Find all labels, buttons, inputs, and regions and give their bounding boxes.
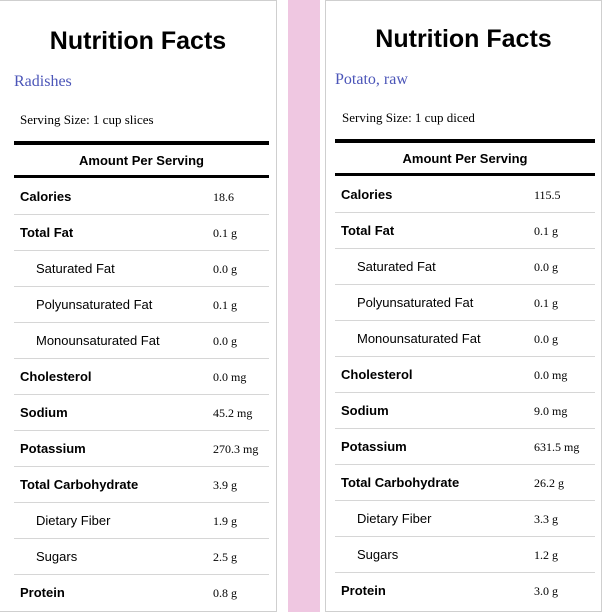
nutrient-value: 0.1 g [213, 226, 237, 240]
nutrient-value: 1.9 g [213, 514, 237, 528]
nutrient-name: Total Fat [20, 225, 74, 240]
nutrient-name: Saturated Fat [357, 259, 436, 274]
top-rule [14, 141, 269, 145]
nutrient-row-total-fat: Total Fat 0.1 g [14, 215, 269, 251]
nutrient-row-polyunsaturated-fat: Polyunsaturated Fat 0.1 g [14, 287, 269, 323]
nutrient-value: 0.0 mg [534, 368, 568, 382]
nutrient-value: 0.1 g [534, 224, 558, 238]
nutrient-row-sodium: Sodium 45.2 mg [14, 395, 269, 431]
nutrient-value: 0.0 g [534, 260, 558, 274]
top-rule [335, 139, 595, 143]
nutrient-name: Dietary Fiber [357, 511, 432, 526]
nutrient-row-potassium: Potassium 631.5 mg [335, 429, 595, 465]
nutrient-row-protein: Protein 3.0 g [335, 573, 595, 609]
nutrient-name: Sodium [341, 403, 389, 418]
food-name-link[interactable]: Potato, raw [335, 71, 408, 88]
nutrient-value: 0.0 g [213, 334, 237, 348]
nutrient-value: 3.9 g [213, 478, 237, 492]
nutrient-row-cholesterol: Cholesterol 0.0 mg [335, 357, 595, 393]
nutrient-row-monounsaturated-fat: Monounsaturated Fat 0.0 g [335, 321, 595, 357]
nutrient-row-calories: Calories 18.6 [14, 179, 269, 215]
nutrient-name: Total Carbohydrate [341, 475, 460, 490]
nutrient-name: Polyunsaturated Fat [36, 297, 153, 312]
nutrient-name: Dietary Fiber [36, 513, 111, 528]
nutrient-value: 0.0 g [534, 332, 558, 346]
nutrient-row-total-carbohydrate: Total Carbohydrate 26.2 g [335, 465, 595, 501]
nutrient-value: 0.0 g [213, 262, 237, 276]
nutrient-value: 0.1 g [213, 298, 237, 312]
nutrient-row-cholesterol: Cholesterol 0.0 mg [14, 359, 269, 395]
nutrient-value: 631.5 mg [534, 440, 580, 454]
nutrient-value: 26.2 g [534, 476, 564, 490]
nutrition-panel-potato: Nutrition Facts Potato, raw Serving Size… [325, 0, 602, 612]
nutrient-value: 45.2 mg [213, 406, 253, 420]
nutrient-name: Total Fat [341, 223, 395, 238]
nutrient-row-calories: Calories 115.5 [335, 177, 595, 213]
serving-size: Serving Size: 1 cup slices [20, 112, 154, 127]
nutrient-value: 115.5 [534, 188, 561, 202]
nutrient-name: Potassium [20, 441, 86, 456]
nutrient-row-dietary-fiber: Dietary Fiber 1.9 g [14, 503, 269, 539]
nutrient-name: Sugars [36, 549, 78, 564]
nutrient-name: Monounsaturated Fat [357, 331, 481, 346]
nutrient-name: Cholesterol [341, 367, 413, 382]
nutrient-value: 3.3 g [534, 512, 558, 526]
panel-title: Nutrition Facts [49, 27, 227, 55]
nutrient-name: Cholesterol [20, 369, 92, 384]
nutrient-name: Sugars [357, 547, 399, 562]
nutrient-row-protein: Protein 0.8 g [14, 575, 269, 611]
nutrient-value: 0.1 g [534, 296, 558, 310]
nutrient-name: Calories [20, 189, 72, 204]
nutrient-table: Calories 18.6 Total Fat 0.1 g Saturated Fat 0… [14, 179, 269, 611]
nutrient-value: 1.2 g [534, 548, 558, 562]
panel-title: Nutrition Facts [375, 25, 552, 53]
nutrient-row-sodium: Sodium 9.0 mg [335, 393, 595, 429]
nutrient-row-total-carbohydrate: Total Carbohydrate 3.9 g [14, 467, 269, 503]
nutrient-name: Monounsaturated Fat [36, 333, 160, 348]
nutrient-value: 18.6 [213, 190, 234, 204]
amount-per-serving-header: Amount Per Serving [402, 151, 528, 166]
nutrient-row-polyunsaturated-fat: Polyunsaturated Fat 0.1 g [335, 285, 595, 321]
nutrient-row-potassium: Potassium 270.3 mg [14, 431, 269, 467]
nutrient-row-dietary-fiber: Dietary Fiber 3.3 g [335, 501, 595, 537]
nutrient-name: Calories [341, 187, 393, 202]
nutrient-row-saturated-fat: Saturated Fat 0.0 g [14, 251, 269, 287]
nutrient-value: 3.0 g [534, 584, 558, 598]
header-rule [14, 175, 269, 178]
nutrition-panel-radishes: Nutrition Facts Radishes Serving Size: 1… [0, 0, 277, 612]
nutrient-name: Sodium [20, 405, 68, 420]
nutrient-table: Calories 115.5 Total Fat 0.1 g Saturated Fat… [335, 177, 595, 609]
nutrient-name: Total Carbohydrate [20, 477, 139, 492]
nutrient-row-total-fat: Total Fat 0.1 g [335, 213, 595, 249]
nutrient-value: 9.0 mg [534, 404, 568, 418]
nutrient-value: 2.5 g [213, 550, 237, 564]
header-rule [335, 173, 595, 176]
nutrient-row-sugars: Sugars 2.5 g [14, 539, 269, 575]
nutrient-value: 270.3 mg [213, 442, 259, 456]
nutrient-value: 0.0 mg [213, 370, 247, 384]
nutrient-value: 0.8 g [213, 586, 237, 600]
nutrient-name: Polyunsaturated Fat [357, 295, 474, 310]
nutrient-row-saturated-fat: Saturated Fat 0.0 g [335, 249, 595, 285]
nutrient-name: Protein [341, 583, 386, 598]
serving-size: Serving Size: 1 cup diced [342, 110, 475, 125]
nutrient-name: Saturated Fat [36, 261, 115, 276]
panel-divider [288, 0, 320, 612]
nutrient-name: Potassium [341, 439, 407, 454]
amount-per-serving-header: Amount Per Serving [79, 153, 204, 168]
nutrient-name: Protein [20, 585, 65, 600]
nutrient-row-monounsaturated-fat: Monounsaturated Fat 0.0 g [14, 323, 269, 359]
nutrient-row-sugars: Sugars 1.2 g [335, 537, 595, 573]
food-name-link[interactable]: Radishes [14, 73, 72, 90]
